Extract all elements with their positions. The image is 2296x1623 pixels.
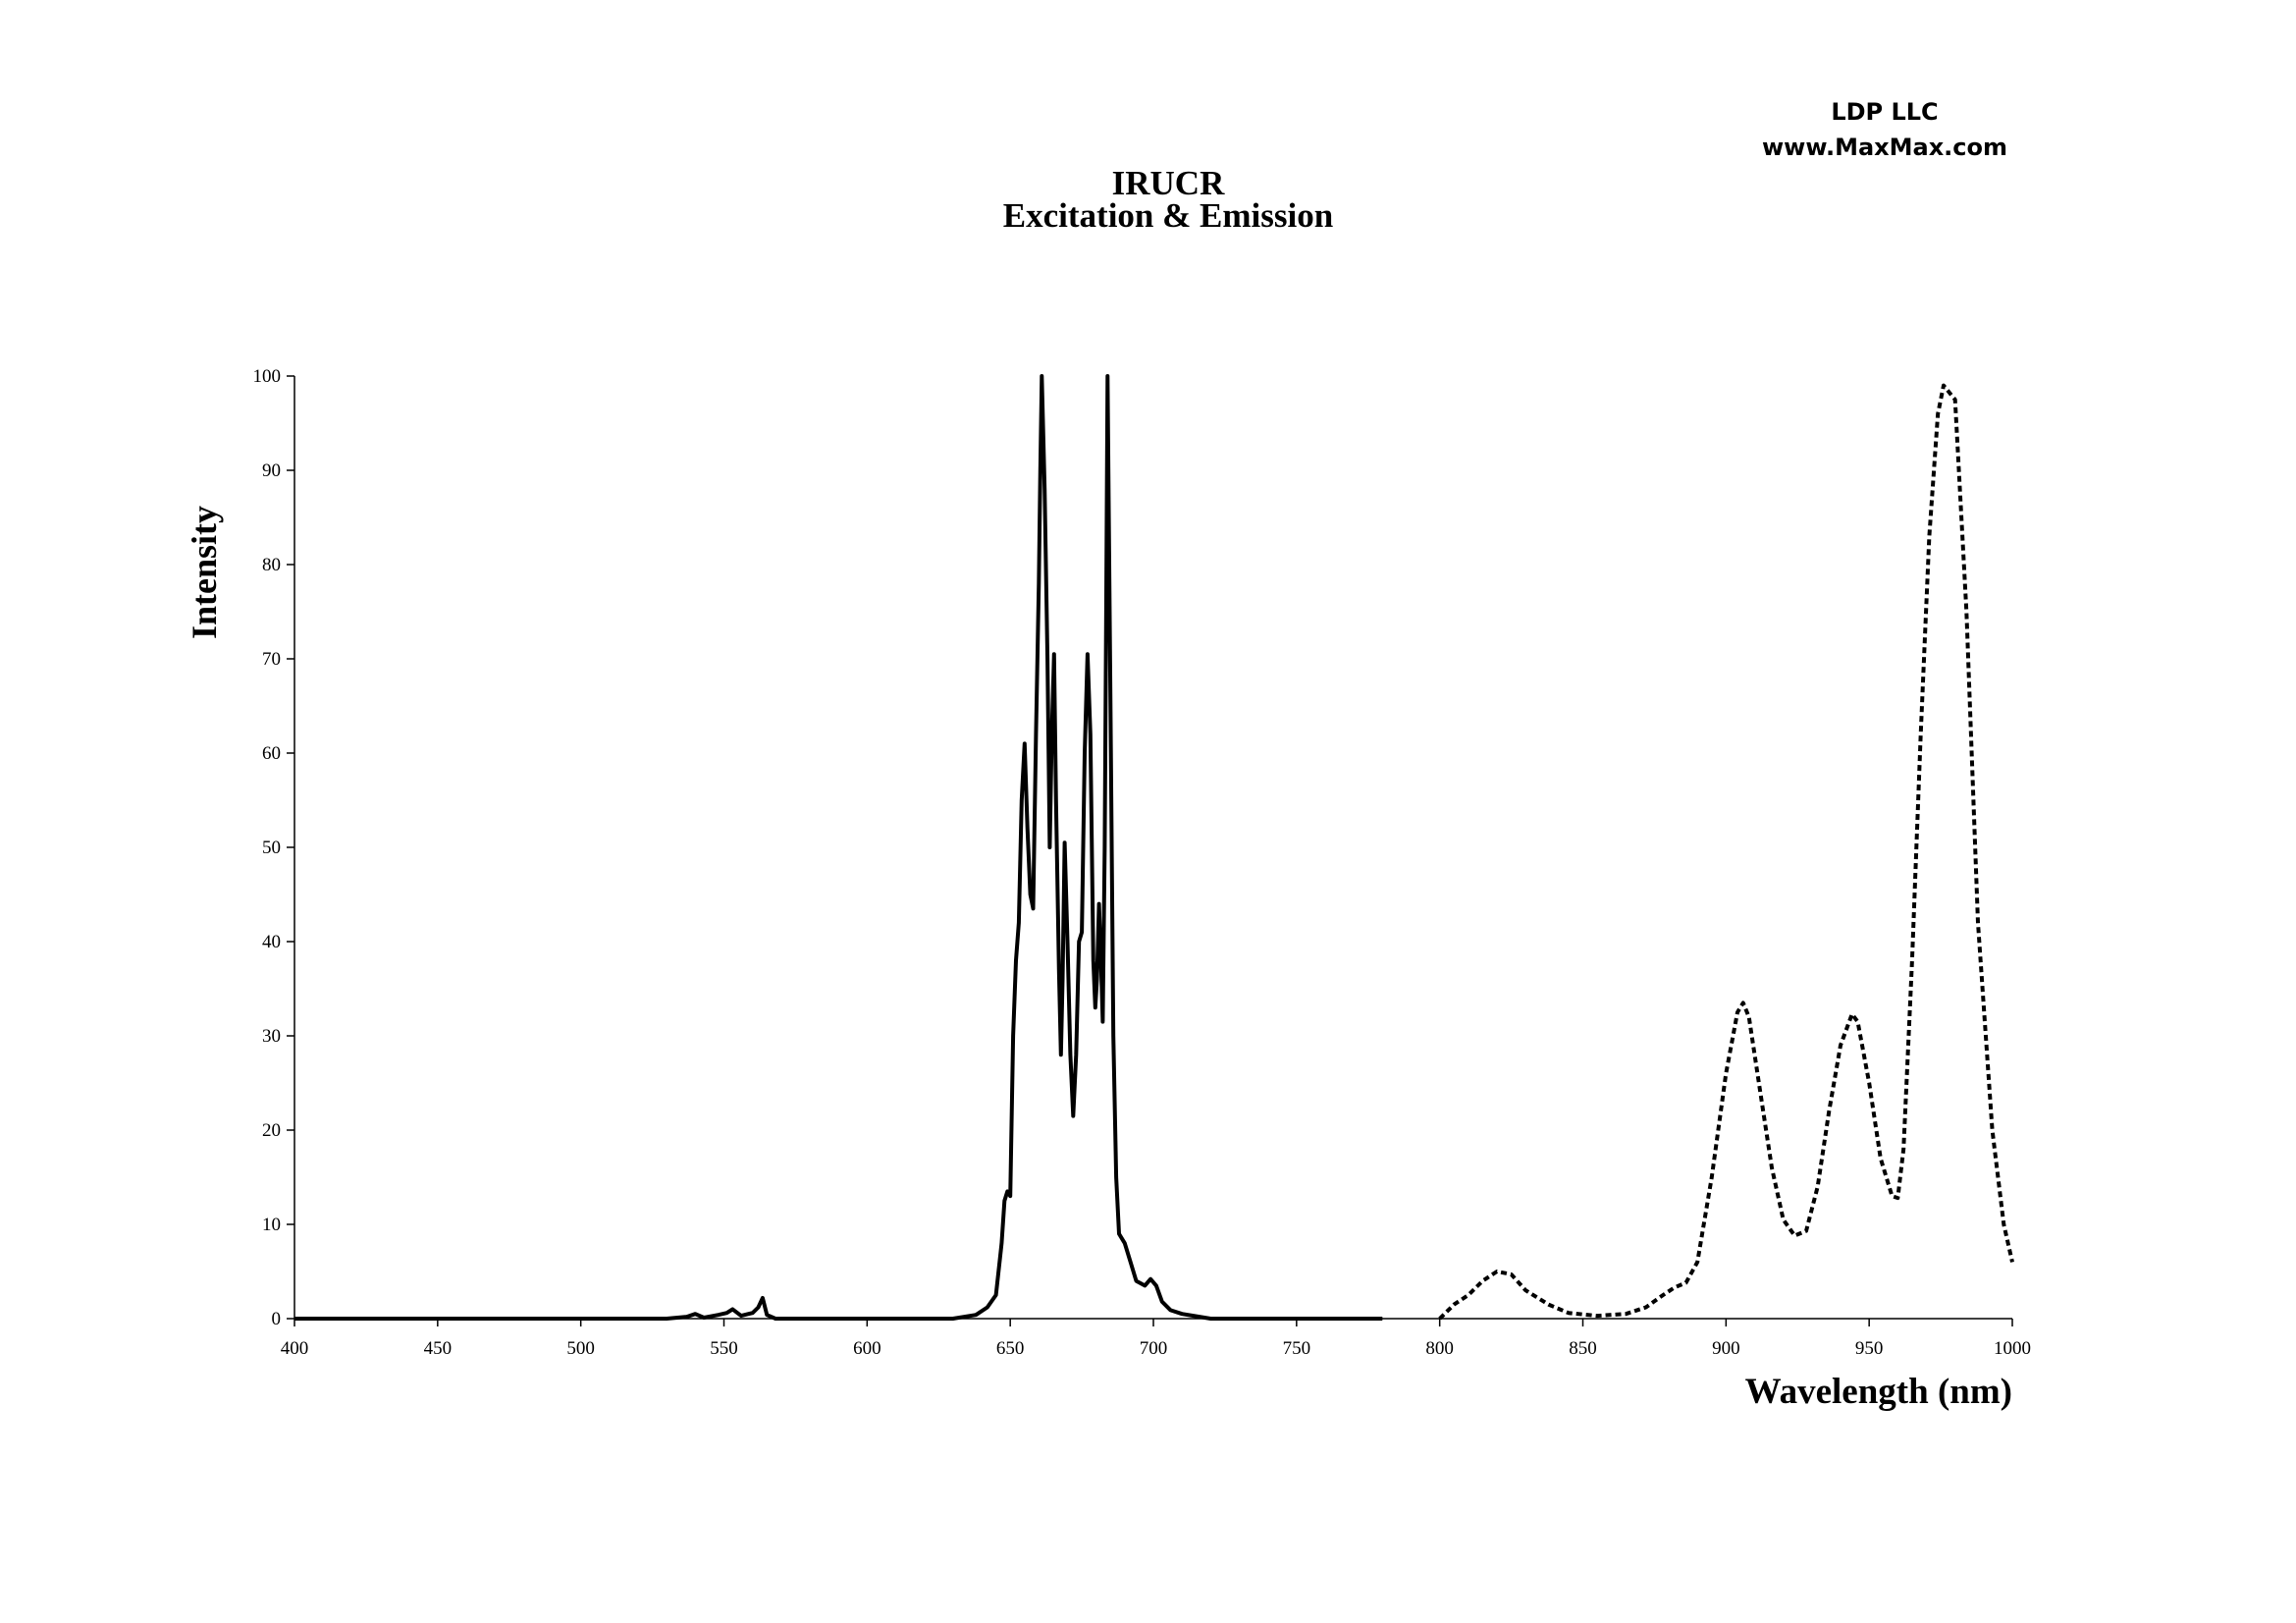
series-layer	[294, 374, 2014, 1321]
y-tick-label: 70	[262, 649, 281, 670]
chart-title: IRUCR	[1111, 164, 1225, 202]
y-tick-label: 60	[262, 743, 281, 764]
x-tick-label: 550	[710, 1338, 738, 1359]
x-axis-ticks: 400 450 500 550 600 650 700 750 800 850 900 950 1000	[281, 1319, 2031, 1359]
x-tick-label: 400	[281, 1338, 309, 1359]
x-tick-label: 700	[1140, 1338, 1168, 1359]
x-tick-label: 800	[1425, 1338, 1454, 1359]
y-axis-label: Intensity	[185, 506, 224, 639]
y-tick-label: 10	[262, 1215, 281, 1235]
x-tick-label: 600	[853, 1338, 881, 1359]
x-tick-label: 650	[996, 1338, 1025, 1359]
y-axis-ticks: 0 10 20 30 40 50 60 70 80 90 100	[253, 366, 294, 1329]
y-tick-label: 30	[262, 1026, 281, 1047]
x-tick-label: 950	[1855, 1338, 1884, 1359]
y-tick-label: 80	[262, 555, 281, 575]
y-tick-label: 0	[272, 1309, 282, 1329]
x-tick-label: 1000	[1994, 1338, 2031, 1359]
y-tick-label: 50	[262, 838, 281, 858]
excitation-series-line	[294, 374, 1383, 1321]
x-tick-label: 500	[566, 1338, 595, 1359]
x-tick-label: 900	[1712, 1338, 1740, 1359]
x-tick-label: 750	[1283, 1338, 1311, 1359]
y-tick-label: 100	[253, 366, 282, 387]
emission-series-line	[1438, 383, 2014, 1321]
y-tick-label: 90	[262, 460, 281, 481]
chart-subtitle: Excitation & Emission	[1002, 196, 1334, 235]
y-tick-label: 20	[262, 1120, 281, 1141]
brand-company: LDP LLC	[1831, 98, 1939, 126]
x-tick-label: 850	[1569, 1338, 1597, 1359]
brand-website: www.MaxMax.com	[1761, 134, 2008, 161]
x-tick-label: 450	[424, 1338, 453, 1359]
y-tick-label: 40	[262, 932, 281, 952]
x-axis-label: Wavelength (nm)	[1745, 1372, 2012, 1412]
